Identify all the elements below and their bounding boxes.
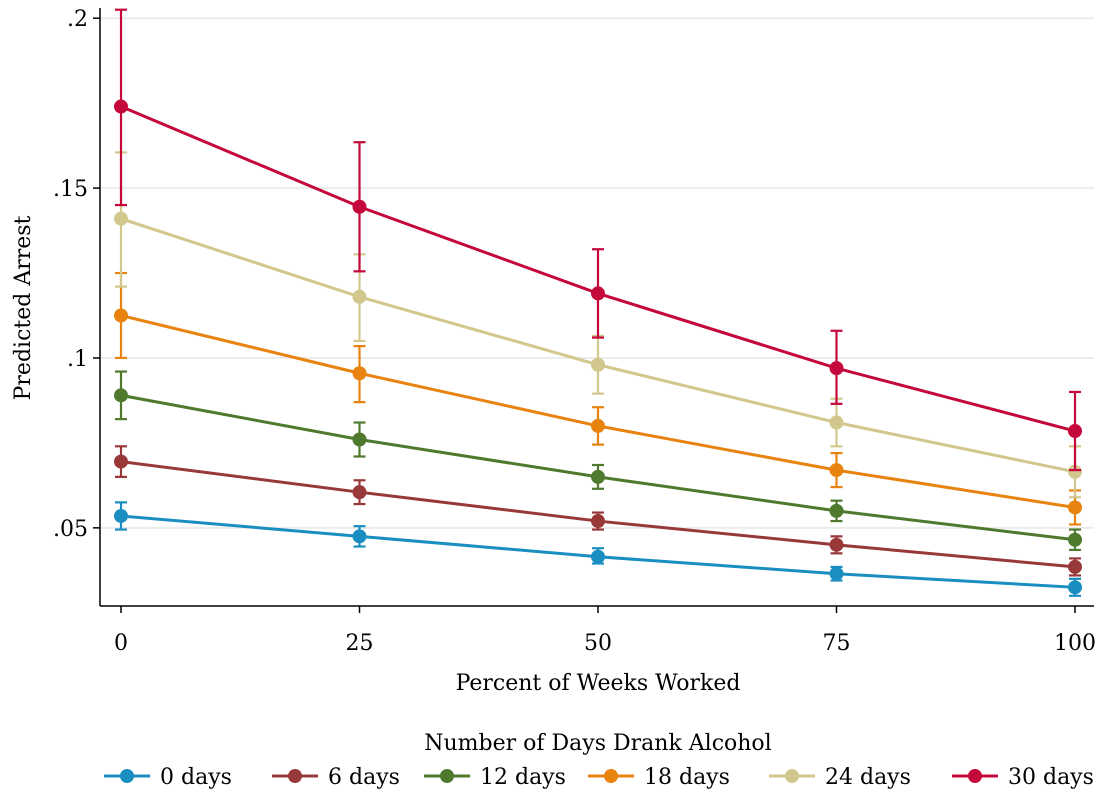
legend-title: Number of Days Drank Alcohol — [424, 731, 771, 756]
legend-swatch-marker — [440, 769, 454, 783]
series-12-days — [114, 370, 1082, 552]
data-point — [352, 289, 367, 304]
data-point — [1068, 500, 1082, 515]
legend-item: 0 days — [104, 765, 232, 790]
data-point — [591, 469, 605, 484]
legend-item: 24 days — [769, 765, 911, 790]
x-tick-label: 75 — [823, 631, 851, 656]
legend-label: 0 days — [160, 765, 232, 790]
series-24-days — [114, 151, 1082, 499]
y-tick-label: .1 — [67, 347, 88, 372]
data-point — [591, 286, 605, 301]
data-point — [114, 211, 128, 226]
data-point — [114, 454, 128, 469]
data-point — [829, 503, 844, 518]
series-layer — [114, 8, 1082, 597]
data-point — [352, 529, 367, 544]
x-axis-label: Percent of Weeks Worked — [456, 671, 741, 696]
legend-label: 12 days — [480, 765, 566, 790]
data-point — [591, 549, 605, 564]
x-tick-label: 25 — [346, 631, 374, 656]
series-0-days — [114, 501, 1082, 597]
legend-swatch-marker — [288, 769, 302, 783]
data-point — [829, 361, 844, 376]
data-point — [114, 508, 128, 523]
data-point — [1068, 464, 1082, 479]
y-axis-label: Predicted Arrest — [11, 215, 36, 400]
x-tick-label: 50 — [584, 631, 612, 656]
data-point — [591, 357, 605, 372]
y-tick-label: .05 — [53, 517, 88, 542]
legend-swatch-marker — [968, 769, 982, 783]
data-point — [1068, 559, 1082, 574]
data-point — [591, 418, 605, 433]
data-point — [352, 366, 367, 381]
legend: 0 days 6 days 12 days 18 days 24 days 30 days — [104, 765, 1094, 790]
data-point — [829, 415, 844, 430]
legend-label: 24 days — [825, 765, 911, 790]
data-point — [1068, 424, 1082, 439]
data-point — [352, 199, 367, 214]
data-point — [829, 537, 844, 552]
legend-item: 12 days — [424, 765, 566, 790]
data-point — [1068, 532, 1082, 547]
data-point — [114, 308, 128, 323]
data-point — [591, 514, 605, 529]
legend-label: 6 days — [328, 765, 400, 790]
axes: .05 .1 .15 .2 0 25 50 75 100 — [53, 7, 1096, 656]
series-6-days — [114, 445, 1082, 577]
x-tick-label: 0 — [114, 631, 128, 656]
legend-item: 6 days — [272, 765, 400, 790]
series-30-days — [114, 8, 1082, 472]
legend-label: 30 days — [1008, 765, 1094, 790]
x-tick-label: 100 — [1054, 631, 1096, 656]
y-tick-label: .2 — [67, 7, 88, 32]
data-point — [829, 463, 844, 478]
data-point — [1068, 580, 1082, 595]
data-point — [114, 99, 128, 114]
legend-item: 30 days — [952, 765, 1094, 790]
data-point — [352, 432, 367, 447]
legend-label: 18 days — [644, 765, 730, 790]
legend-swatch-marker — [120, 769, 134, 783]
y-tick-label: .15 — [53, 177, 88, 202]
data-point — [114, 388, 128, 403]
data-point — [829, 566, 844, 581]
legend-swatch-marker — [785, 769, 799, 783]
legend-swatch-marker — [604, 769, 618, 783]
data-point — [352, 485, 367, 500]
legend-item: 18 days — [588, 765, 730, 790]
